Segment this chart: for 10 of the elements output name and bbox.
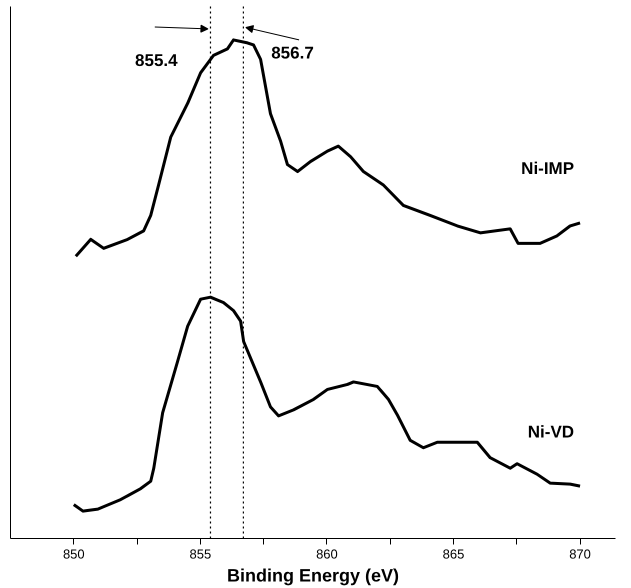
- x-tick-label: 870: [569, 546, 591, 562]
- ref-line-label: 855.4: [135, 50, 178, 70]
- x-axis-title: Binding Energy (eV): [226, 566, 400, 586]
- ref-line-label: 856.7: [271, 43, 314, 62]
- x-tick-label: 860: [316, 546, 338, 562]
- text: Ni-IMP: [521, 159, 574, 178]
- series-label: Ni-VD: [528, 422, 574, 442]
- x-tick-label: 865: [442, 546, 464, 562]
- x-tick-label: 855: [190, 546, 212, 562]
- x-tick-label: 850: [62, 546, 85, 562]
